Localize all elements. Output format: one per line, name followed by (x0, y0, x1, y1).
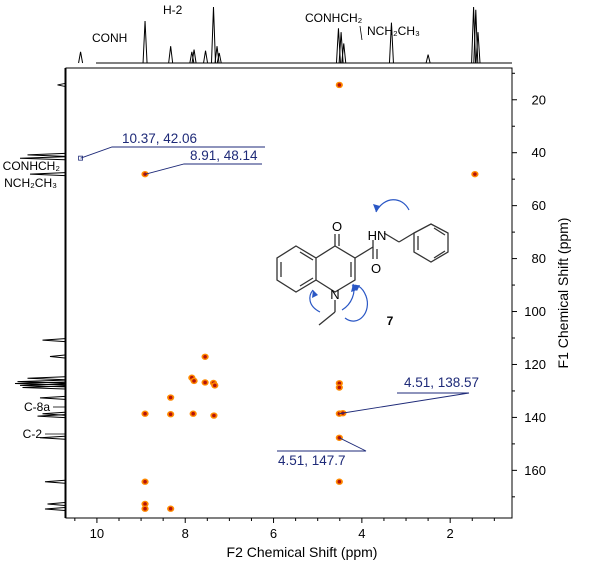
carbon-trace-label: NCH₂CH₃ (4, 176, 57, 190)
plot-frame (65, 67, 513, 519)
carbon-peak (39, 435, 66, 440)
cross-peak (191, 411, 195, 416)
carbon-1d-spectrum (14, 68, 66, 518)
y-axis-title: F1 Chemical Shift (ppm) (555, 218, 571, 369)
label-leader (359, 25, 363, 41)
cross-peak (143, 479, 147, 484)
amide-oxygen-label: O (371, 261, 381, 276)
y-tick-label: 20 (532, 92, 546, 107)
proton-peak (78, 51, 84, 64)
structure-labels: O HN O N 7 (330, 219, 393, 328)
annotation-leader (339, 392, 470, 415)
ring-nitrogen-label: N (330, 287, 339, 302)
carbon-peak (57, 82, 66, 87)
y-tick-label: 60 (532, 198, 546, 213)
benzo-ring (276, 245, 317, 293)
carbon-peak (37, 414, 66, 419)
annotation-leader (80, 146, 265, 159)
proton-trace-label: CONH (92, 31, 127, 45)
carbon-peak (39, 395, 66, 400)
cross-peak (212, 413, 216, 418)
proton-trace-label: NCH₂CH₃ (367, 24, 420, 38)
proton-peak (142, 20, 148, 64)
pyridinone-ring (315, 245, 356, 293)
y-tick-label: 80 (532, 251, 546, 266)
peak-annotations: 10.37, 42.06 8.91, 48.14 4.51, 138.57 4.51,… (80, 131, 479, 468)
annotation-label: 8.91, 48.14 (190, 148, 258, 163)
carbon-peak (19, 156, 66, 161)
proton-peak (189, 51, 195, 64)
cross-peak (213, 383, 217, 388)
carbon-trace-label: CONHCH₂ (3, 159, 61, 173)
cross-peak (473, 172, 477, 176)
compound-number: 7 (387, 314, 394, 328)
amide-nh-label: HN (368, 228, 387, 243)
axis-ticks: 10 8 6 4 2 20 40 60 80 100 120 140 160 (74, 72, 546, 541)
carbonyl-oxygen-label: O (332, 219, 342, 234)
cross-peak (203, 380, 207, 385)
proton-peak (388, 22, 394, 64)
proton-peak (341, 43, 347, 64)
cross-peak (337, 83, 342, 87)
cross-peak-marker (78, 155, 83, 161)
carbon-peak (44, 479, 66, 484)
proton-peak (168, 46, 174, 64)
cross-peak (168, 506, 173, 511)
proton-peak (425, 54, 431, 64)
proton-peak (216, 52, 222, 64)
x-tick-label: 8 (182, 526, 189, 541)
cross-peak (192, 379, 196, 383)
carbon-peak (29, 172, 66, 177)
proton-trace-label: H-2 (163, 3, 183, 17)
proton-1d-spectrum (78, 6, 512, 64)
carbon-peak (44, 507, 66, 511)
y-tick-label: 160 (524, 463, 546, 478)
annotation-leader (277, 437, 367, 452)
proton-peak (475, 32, 481, 64)
proton-peak (210, 6, 216, 64)
cross-peak (337, 385, 342, 390)
proton-trace-label: CONHCH₂ (305, 11, 363, 25)
cross-peak (168, 412, 173, 417)
proton-peak (203, 50, 209, 64)
cross-peak (337, 381, 342, 386)
proton-peak (191, 49, 197, 64)
trace-labels: CONH H-2 CONHCH₂ NCH₂CH₃ CONHCH₂ NCH₂CH₃ C-8a C… (3, 3, 420, 441)
cross-peak (143, 502, 147, 506)
phenyl-ring (413, 223, 449, 263)
carbon-peak (27, 376, 66, 381)
carbon-peak (27, 152, 66, 157)
hmbc-correlation-arrows (309, 199, 410, 322)
carbon-peak (47, 501, 66, 506)
x-axis-title: F2 Chemical Shift (ppm) (227, 544, 378, 560)
carbon-peak (42, 338, 66, 343)
cross-peaks (78, 81, 479, 512)
annotation-label: 4.51, 147.7 (278, 453, 346, 468)
carbon-trace-label: C-2 (23, 427, 43, 441)
carbon-peak (49, 354, 66, 359)
cross-peak (203, 354, 207, 359)
y-tick-label: 40 (532, 145, 546, 160)
structure-diagram (276, 223, 449, 326)
annotation-label: 4.51, 138.57 (404, 375, 479, 390)
x-tick-label: 4 (358, 526, 365, 541)
x-tick-label: 10 (90, 526, 104, 541)
cross-peak (337, 479, 342, 484)
carbon-peak (22, 385, 66, 390)
y-tick-label: 140 (524, 410, 546, 425)
y-tick-label: 120 (524, 357, 546, 372)
annotation-label: 10.37, 42.06 (122, 131, 197, 146)
x-tick-label: 6 (270, 526, 277, 541)
y-tick-label: 100 (524, 304, 546, 319)
carbon-trace-label: C-8a (24, 400, 50, 414)
cross-peak (143, 506, 147, 511)
x-tick-label: 2 (447, 526, 454, 541)
cross-peak (143, 411, 147, 416)
cross-peak (168, 395, 173, 400)
annotation-leader (144, 163, 262, 175)
